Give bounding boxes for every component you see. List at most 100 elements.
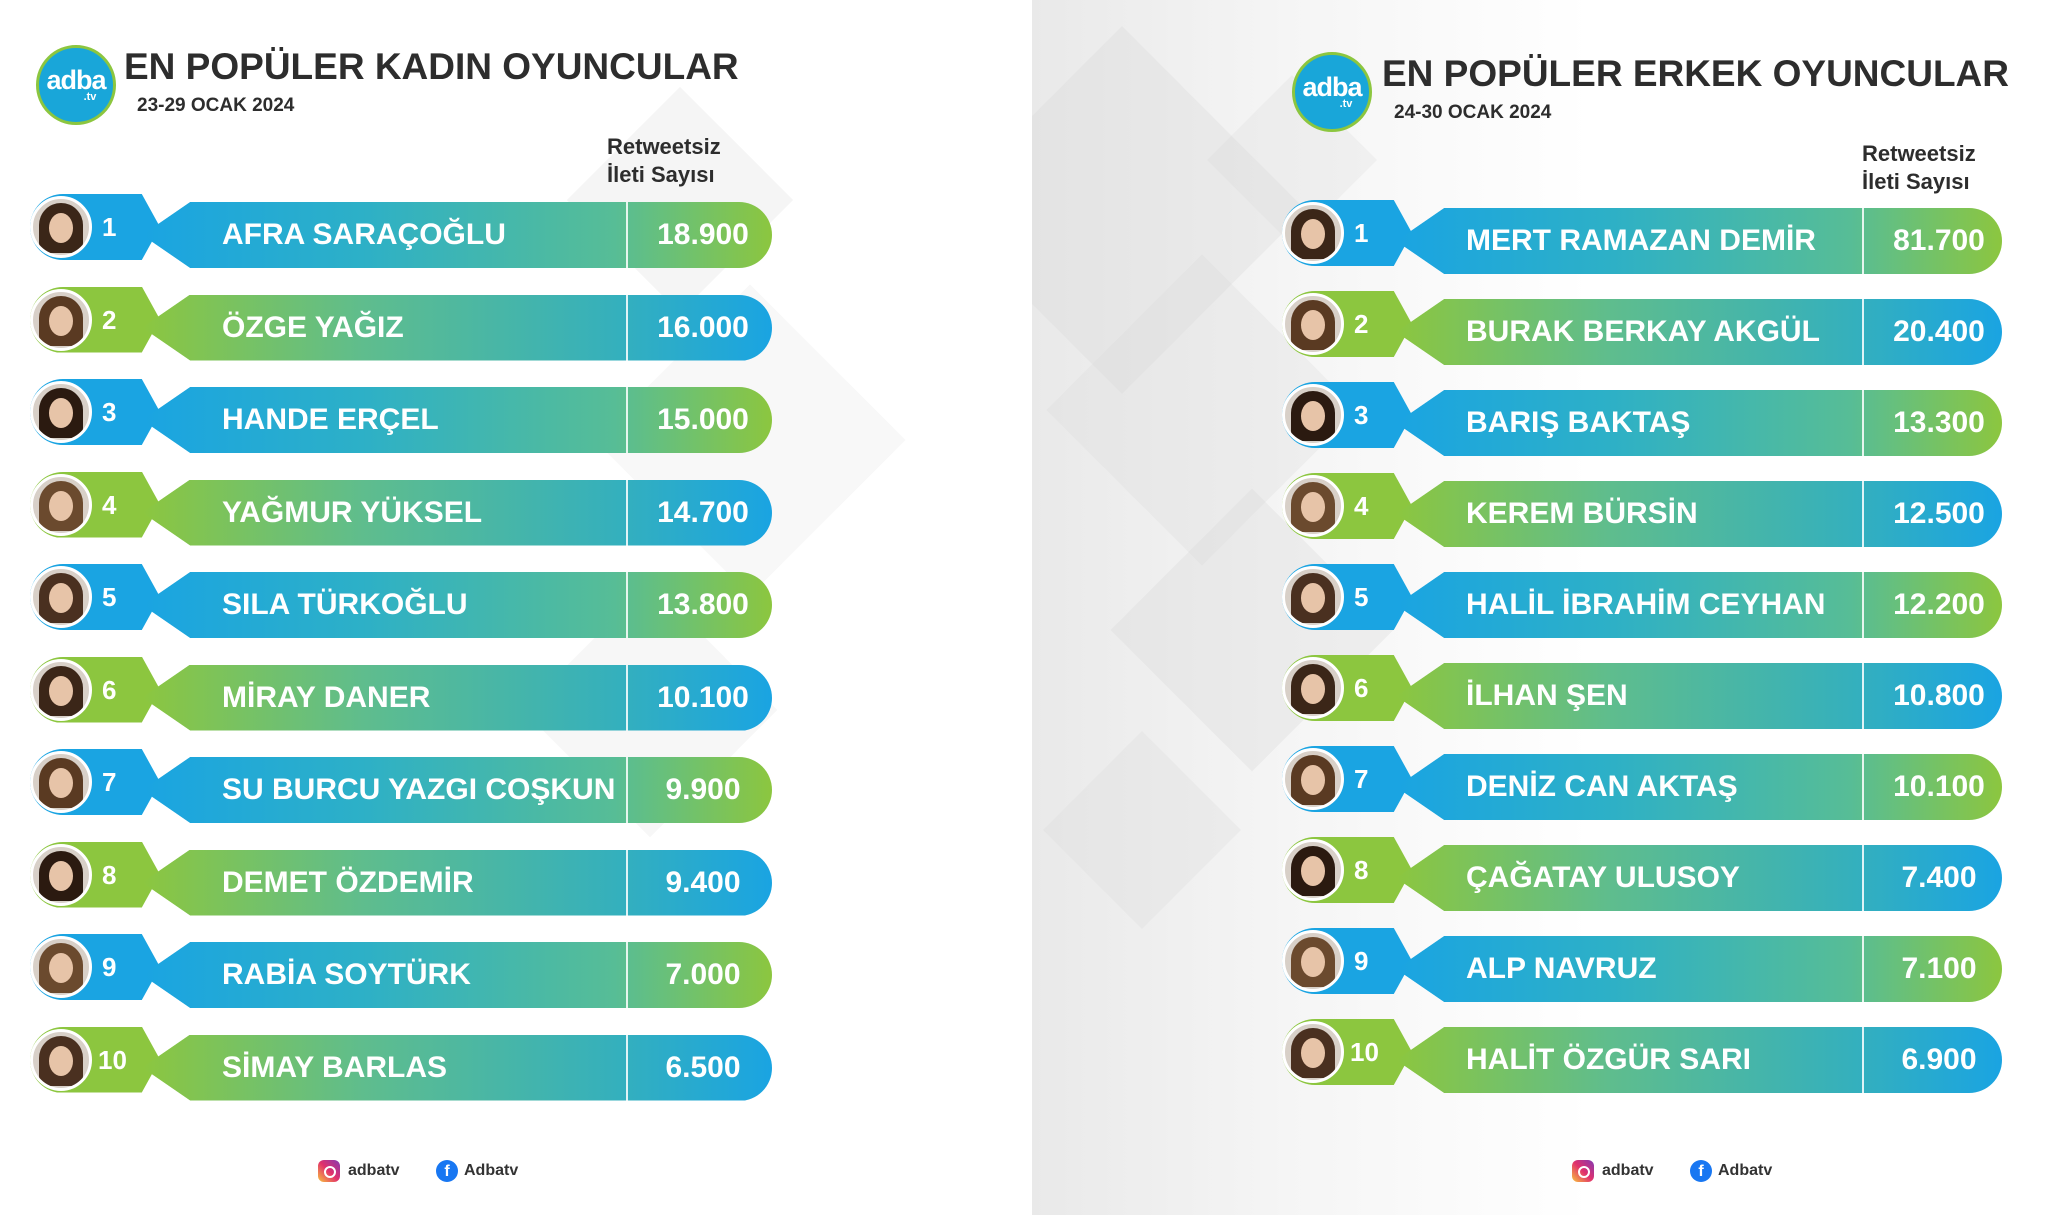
person-name: DEMET ÖZDEMİR <box>222 865 474 899</box>
rank-number: 8 <box>1354 855 1369 885</box>
column-divider <box>1862 845 1864 911</box>
ranking-row: 4 YAĞMUR YÜKSEL 14.700 <box>30 471 772 546</box>
photo-face <box>49 213 73 243</box>
column-divider <box>1862 936 1864 1002</box>
end-divider <box>778 757 780 823</box>
logo-suffix: .tv <box>83 91 97 103</box>
photo-face <box>49 675 73 706</box>
column-header: Retweetsiz İleti Sayısı <box>1862 140 1976 196</box>
facebook-handle: f Adbatv <box>436 1160 518 1182</box>
person-name: HALİL İBRAHİM CEYHAN <box>1466 588 1826 621</box>
bar-fill <box>142 849 772 916</box>
end-divider <box>778 1035 780 1101</box>
name-bar: HANDE ERÇEL 15.000 <box>142 387 772 453</box>
column-divider <box>1862 481 1864 547</box>
column-divider <box>626 942 628 1008</box>
ranking-row: 10 HALİT ÖZGÜR SARI 6.900 <box>1282 1019 2002 1093</box>
instagram-text: adbatv <box>1602 1162 1654 1179</box>
post-count: 13.300 <box>1893 406 1985 439</box>
ranking-row: 2 ÖZGE YAĞIZ 16.000 <box>30 286 772 361</box>
name-bar: HALİL İBRAHİM CEYHAN 12.200 <box>1396 572 2002 638</box>
person-name: SU BURCU YAZGI COŞKUN <box>222 773 616 806</box>
column-divider <box>626 572 628 638</box>
bar-fill <box>1396 845 2002 911</box>
rank-number: 6 <box>1354 673 1369 703</box>
ranking-row: 5 SILA TÜRKOĞLU 13.800 <box>30 564 772 638</box>
person-photo <box>1282 930 1344 992</box>
bar-fill <box>142 479 772 546</box>
rank-number: 4 <box>1354 491 1369 521</box>
photo-face <box>1301 219 1325 249</box>
person-photo <box>30 473 92 536</box>
person-name: HANDE ERÇEL <box>222 403 439 436</box>
end-divider <box>2014 481 2016 547</box>
adba-logo: adba .tv <box>36 45 116 125</box>
post-count: 12.500 <box>1893 497 1985 530</box>
rank-number: 10 <box>1350 1037 1379 1067</box>
post-count: 7.000 <box>665 958 741 991</box>
ranking-row: 1 AFRA SARAÇOĞLU 18.900 <box>30 194 772 268</box>
person-photo <box>1282 293 1344 355</box>
person-photo <box>1282 839 1344 901</box>
photo-face <box>1301 310 1325 340</box>
rank-number: 6 <box>102 674 117 705</box>
person-name: SILA TÜRKOĞLU <box>222 588 468 621</box>
person-photo <box>1282 384 1344 446</box>
male-ranking-panel: adba .tv EN POPÜLER ERKEK OYUNCULAR 24-3… <box>1032 0 2048 1215</box>
ranking-row: 6 İLHAN ŞEN 10.800 <box>1282 655 2002 729</box>
bar-fill <box>1396 208 2002 274</box>
rank-number: 1 <box>1354 218 1369 248</box>
photo-face <box>1301 401 1325 431</box>
post-count: 10.800 <box>1893 679 1985 712</box>
person-name: SİMAY BARLAS <box>222 1050 448 1084</box>
rank-number: 9 <box>102 952 117 982</box>
end-divider <box>778 572 780 638</box>
bar-fill <box>1396 390 2002 456</box>
column-divider <box>626 664 628 731</box>
person-photo <box>30 658 92 721</box>
column-header-line-2: İleti Sayısı <box>607 162 715 187</box>
instagram-text: adbatv <box>348 1162 400 1179</box>
person-name: BARIŞ BAKTAŞ <box>1466 406 1691 439</box>
facebook-text: Adbatv <box>1718 1162 1773 1179</box>
rank-number: 7 <box>1354 764 1369 794</box>
name-bar: AFRA SARAÇOĞLU 18.900 <box>142 202 772 268</box>
rank-number: 5 <box>1354 582 1369 612</box>
person-name: AFRA SARAÇOĞLU <box>222 218 506 251</box>
ranking-row: 7 DENİZ CAN AKTAŞ 10.100 <box>1282 746 2002 820</box>
end-divider <box>2014 390 2016 456</box>
facebook-text: Adbatv <box>464 1162 519 1179</box>
ranking-row: 3 HANDE ERÇEL 15.000 <box>30 379 772 453</box>
post-count: 16.000 <box>657 310 749 344</box>
post-count: 15.000 <box>657 403 749 436</box>
instagram-icon <box>1572 1160 1594 1182</box>
bar-fill <box>1396 936 2002 1002</box>
female-ranking-panel: adba .tv EN POPÜLER KADIN OYUNCULAR 23-2… <box>0 0 1010 1215</box>
post-count: 13.800 <box>657 588 749 621</box>
end-divider <box>2014 572 2016 638</box>
bar-fill <box>142 572 772 638</box>
instagram-icon <box>318 1160 340 1182</box>
bar-fill <box>1396 481 2002 547</box>
column-divider <box>1862 572 1864 638</box>
name-bar: ÇAĞATAY ULUSOY 7.400 <box>1396 845 2002 911</box>
person-photo <box>30 936 92 998</box>
post-count: 6.900 <box>1901 1043 1977 1076</box>
rank-number: 10 <box>98 1044 127 1075</box>
column-divider <box>626 202 628 268</box>
rank-number: 3 <box>102 397 117 427</box>
post-count: 10.100 <box>657 680 749 714</box>
person-photo <box>1282 657 1344 719</box>
instagram-handle: adbatv <box>318 1160 400 1182</box>
ranking-row: 9 ALP NAVRUZ 7.100 <box>1282 928 2002 1002</box>
rank-number: 3 <box>1354 400 1369 430</box>
column-divider <box>1862 663 1864 729</box>
name-bar: MERT RAMAZAN DEMİR 81.700 <box>1396 208 2002 274</box>
ranking-row: 10 SİMAY BARLAS 6.500 <box>30 1026 772 1101</box>
logo-suffix: .tv <box>1339 98 1353 110</box>
ranking-row: 5 HALİL İBRAHİM CEYHAN 12.200 <box>1282 564 2002 638</box>
bar-fill <box>142 202 772 268</box>
person-photo <box>30 843 92 906</box>
name-bar: SILA TÜRKOĞLU 13.800 <box>142 572 772 638</box>
column-divider <box>1862 390 1864 456</box>
